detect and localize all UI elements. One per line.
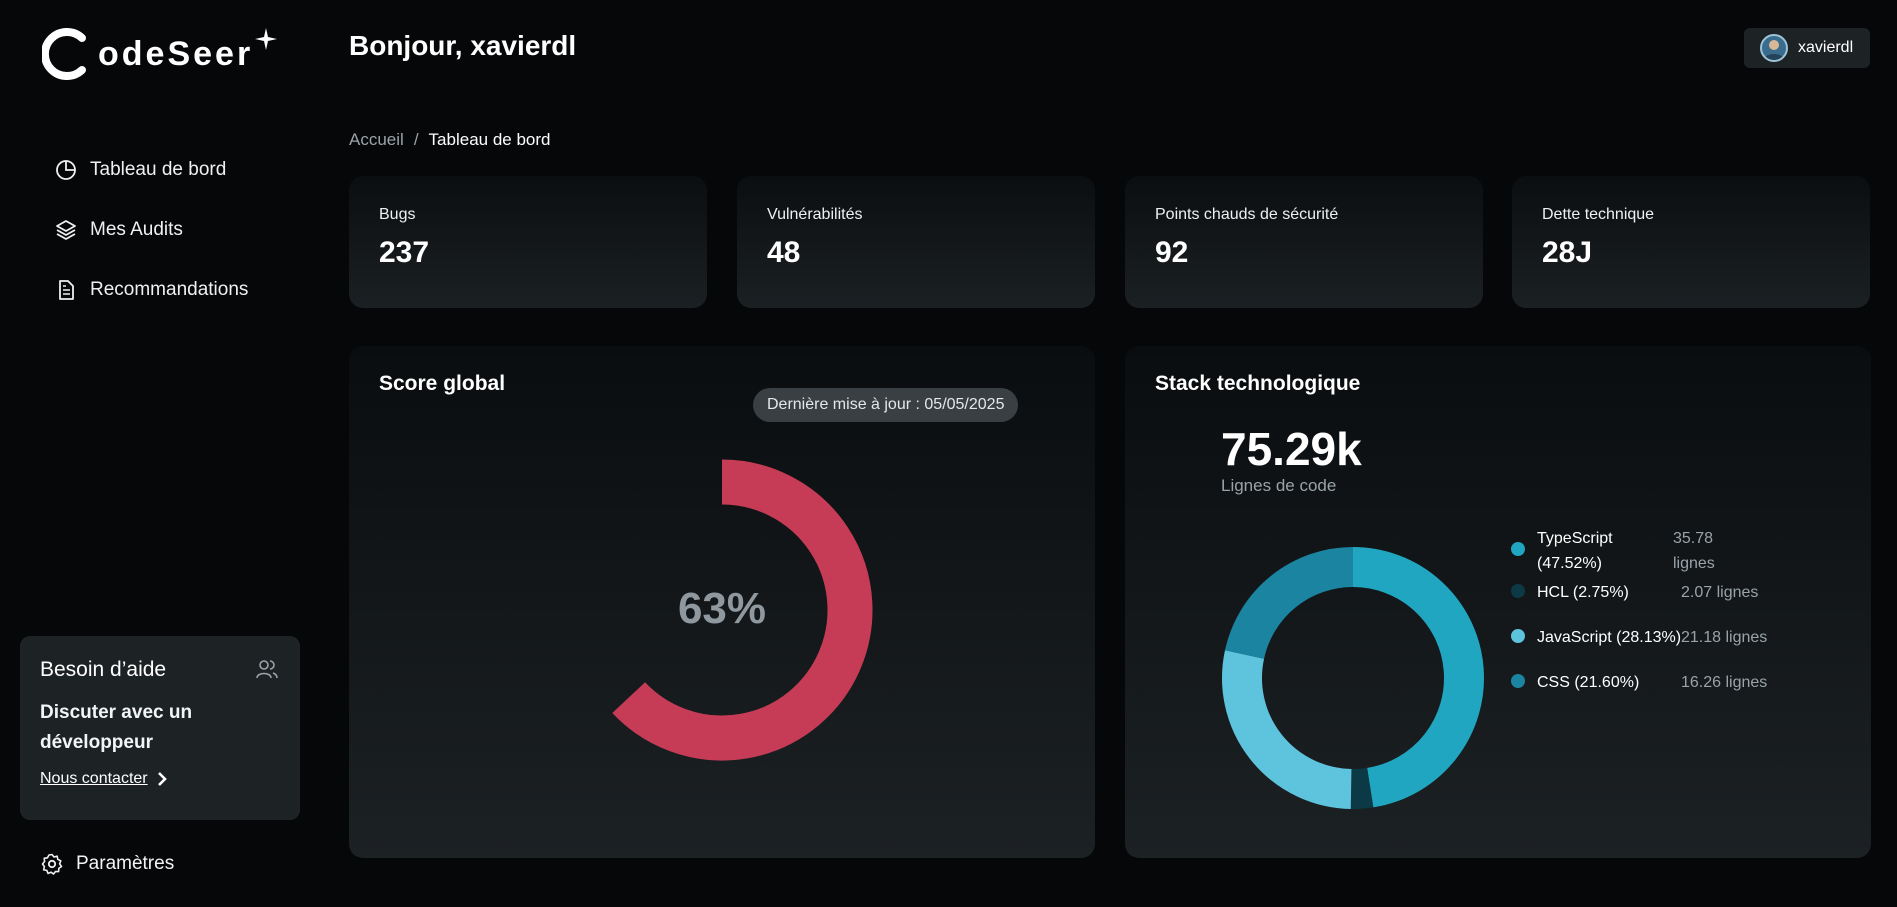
sidebar-item-label: Mes Audits xyxy=(90,219,183,240)
sidebar-item-label: Recommandations xyxy=(90,279,249,300)
contact-link[interactable]: Nous contacter xyxy=(40,770,280,788)
pie-chart-icon xyxy=(56,160,76,180)
sidebar-item-label: Tableau de bord xyxy=(90,159,227,180)
legend-dot xyxy=(1511,542,1525,556)
username: xavierdl xyxy=(1798,39,1854,56)
sidebar-item-dashboard[interactable]: Tableau de bord xyxy=(54,140,248,200)
stat-label: Vulnérabilités xyxy=(767,206,863,223)
sidebar: odeSeer Tableau de bord Mes Audits xyxy=(0,0,330,907)
sparkle-icon xyxy=(255,28,278,50)
sidebar-item-recommendations[interactable]: Recommandations xyxy=(54,260,248,320)
breadcrumb-home[interactable]: Accueil xyxy=(349,130,404,149)
users-icon xyxy=(256,660,278,679)
legend-dot xyxy=(1511,629,1525,643)
score-value: 63% xyxy=(677,584,767,633)
legend-item: TypeScript (47.52%) 35.78 lignes xyxy=(1511,526,1811,576)
breadcrumb: Accueil / Tableau de bord xyxy=(349,130,550,150)
donut-slice-typescript xyxy=(1352,547,1484,808)
legend-dot xyxy=(1511,674,1525,688)
help-card: Besoin d’aide Discuter avec un développe… xyxy=(20,636,300,820)
legend-name: TypeScript (47.52%) xyxy=(1537,530,1613,572)
stat-card-security-hotspots: Points chauds de sécurité 92 xyxy=(1125,176,1483,308)
score-gauge xyxy=(612,459,873,761)
stat-card-bugs: Bugs 237 xyxy=(349,176,707,308)
stat-value: 92 xyxy=(1155,236,1189,269)
legend-item: HCL (2.75%) 2.07 lignes xyxy=(1511,580,1811,605)
stat-label: Bugs xyxy=(379,206,416,223)
score-title: Score global xyxy=(379,372,506,395)
sidebar-nav: Tableau de bord Mes Audits Recommandatio… xyxy=(54,140,248,320)
donut-slice-javascript xyxy=(1222,650,1353,809)
breadcrumb-separator: / xyxy=(413,130,419,149)
help-subtitle: Discuter avec un développeur xyxy=(40,702,193,753)
legend-lines: 35.78 lignes xyxy=(1673,530,1715,572)
logo-text: odeSeer xyxy=(98,34,254,73)
stat-value: 48 xyxy=(767,236,801,269)
stat-card-tech-debt: Dette technique 28J xyxy=(1512,176,1870,308)
stack-donut xyxy=(1222,547,1484,809)
settings-label: Paramètres xyxy=(76,853,175,874)
stat-card-vulnerabilities: Vulnérabilités 48 xyxy=(737,176,1095,308)
chevron-right-icon xyxy=(157,772,167,786)
stat-label: Dette technique xyxy=(1542,206,1655,223)
legend-item: CSS (21.60%) 16.26 lignes xyxy=(1511,670,1811,695)
legend-name: CSS (21.60%) xyxy=(1537,674,1640,691)
page-title: Bonjour, xavierdl xyxy=(349,30,577,61)
donut-slice-css xyxy=(1224,547,1354,660)
gear-icon xyxy=(41,853,63,875)
sidebar-item-audits[interactable]: Mes Audits xyxy=(54,200,248,260)
breadcrumb-current: Tableau de bord xyxy=(428,130,551,149)
logo-c-mark-icon xyxy=(42,28,86,80)
legend-lines: 21.18 lignes xyxy=(1681,629,1768,646)
user-avatar-icon xyxy=(1764,40,1784,60)
legend-name: HCL (2.75%) xyxy=(1537,584,1629,601)
avatar xyxy=(1760,34,1788,62)
document-icon xyxy=(59,280,74,300)
score-arc xyxy=(612,459,873,761)
legend-name: JavaScript (28.13%) xyxy=(1537,629,1682,646)
lines-of-code-label: Lignes de code xyxy=(1221,476,1337,495)
layers-icon xyxy=(56,220,76,240)
legend-lines: 16.26 lignes xyxy=(1681,674,1768,691)
help-title: Besoin d’aide xyxy=(40,658,167,681)
stack-panel: Stack technologique 75.29k Lignes de cod… xyxy=(1125,346,1871,858)
legend-item: JavaScript (28.13%) 21.18 lignes xyxy=(1511,625,1811,650)
score-panel: Score global Dernière mise à jour : 05/0… xyxy=(349,346,1095,858)
stack-title: Stack technologique xyxy=(1155,372,1361,395)
settings-button[interactable]: Paramètres xyxy=(40,852,174,876)
legend-lines: 2.07 lignes xyxy=(1681,584,1759,601)
user-menu-button[interactable]: xavierdl xyxy=(1744,28,1870,68)
contact-link-label: Nous contacter xyxy=(40,770,148,787)
last-update-badge: Dernière mise à jour : 05/05/2025 xyxy=(753,388,1019,422)
lines-of-code-value: 75.29k xyxy=(1221,423,1362,475)
codeseer-logo[interactable]: odeSeer xyxy=(42,24,278,84)
stat-value: 237 xyxy=(379,236,430,269)
donut-slice-hcl xyxy=(1350,767,1374,809)
stat-value: 28J xyxy=(1542,236,1593,269)
stat-label: Points chauds de sécurité xyxy=(1155,206,1339,223)
legend-dot xyxy=(1511,584,1525,598)
